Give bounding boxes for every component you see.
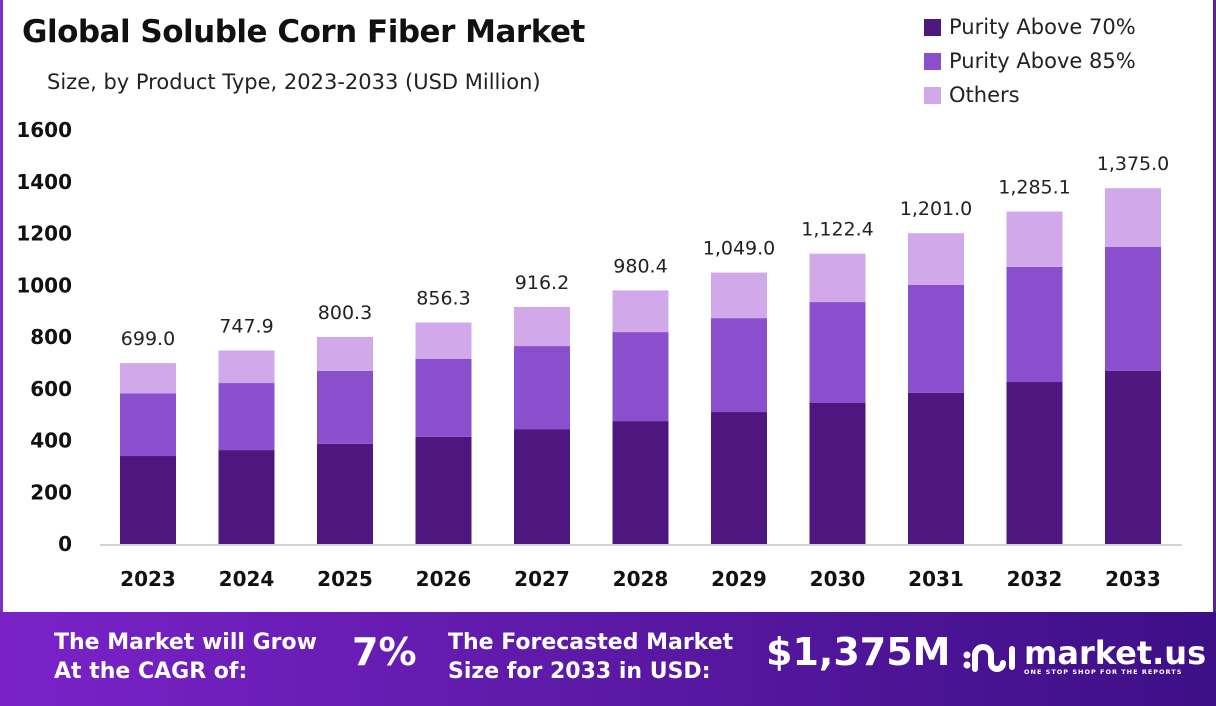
legend-swatch [924,52,941,70]
bar-segment-purity-above-85 [218,383,275,451]
forecast-label-line1: The Forecasted Market [448,630,734,655]
y-tick-label: 800 [30,325,72,349]
bar-segment-purity-above-85 [908,284,964,393]
legend-label: Purity Above 70% [949,15,1136,39]
bar-segment-others [1105,188,1161,247]
forecast-label: The Forecasted Market Size for 2033 in U… [448,628,733,686]
bar-segment-purity-above-70 [612,421,669,544]
y-tick-label: 600 [30,377,72,401]
data-label-total: 1,122.4 [801,219,874,241]
x-tick-label: 2025 [317,567,373,591]
legend-label: Others [949,83,1020,107]
bar-segment-others [317,337,373,371]
cagr-label: The Market will Grow At the CAGR of: [54,628,317,686]
legend-item-purity-70: Purity Above 70% [924,10,1136,44]
x-tick-label: 2032 [1007,567,1063,591]
bar-segment-purity-above-85 [1105,246,1161,371]
x-tick-label: 2026 [416,567,472,591]
x-tick-label: 2023 [120,567,176,591]
chart-subtitle: Size, by Product Type, 2023-2033 (USD Mi… [47,70,541,94]
bar-segment-others [612,290,669,333]
bar-segment-purity-above-70 [908,392,964,544]
bar-segment-purity-above-70 [317,443,373,544]
cagr-value: 7% [352,630,417,674]
data-label-total: 1,375.0 [1097,153,1170,175]
cagr-label-line2: At the CAGR of: [54,659,248,684]
x-tick-label: 2029 [711,567,767,591]
data-label-total: 1,201.0 [900,198,973,220]
cagr-label-line1: The Market will Grow [54,630,317,655]
legend: Purity Above 70% Purity Above 85% Others [924,10,1136,112]
legend-label: Purity Above 85% [949,49,1136,73]
y-tick-label: 1200 [16,222,72,246]
logo-name: market.us [1024,634,1207,672]
bar-segment-others [809,253,866,303]
bar-segment-purity-above-85 [612,332,669,422]
x-tick-label: 2028 [613,567,669,591]
data-label-total: 856.3 [416,288,470,310]
bar-segment-purity-above-70 [1006,382,1063,544]
bar-segment-purity-above-70 [415,436,472,544]
chart-plot: 0 200 400 600 800 1000 1200 1400 1600 699.0 2023 74… [16,118,1182,591]
y-tick-label: 1400 [16,170,72,194]
data-label-total: 747.9 [219,315,273,337]
forecast-label-line2: Size for 2033 in USD: [448,659,711,684]
data-label-total: 800.3 [318,302,372,324]
bar-segment-purity-above-70 [514,429,570,544]
footer-banner: The Market will Grow At the CAGR of: 7% … [0,612,1216,706]
bar-segment-purity-above-85 [120,393,176,457]
legend-swatch [924,86,941,104]
legend-item-purity-85: Purity Above 85% [924,44,1136,78]
y-tick-label: 1000 [16,273,72,297]
bar-segment-others [711,272,767,319]
y-tick-label: 200 [30,480,72,504]
market-us-logo: market.us ONE STOP SHOP FOR THE REPORTS [962,634,1207,676]
y-tick-label: 1600 [16,118,72,142]
x-tick-label: 2027 [514,567,570,591]
logo-mark-icon [963,644,1015,672]
data-label-total: 980.4 [613,255,667,277]
bar-segment-others [415,322,472,359]
bar-segment-purity-above-85 [514,346,570,430]
bar-segment-others [1006,211,1063,267]
data-label-total: 699.0 [121,328,175,350]
bar-segment-purity-above-85 [1006,266,1063,383]
bar-segment-purity-above-70 [218,450,275,544]
bar-segment-purity-above-85 [711,318,767,413]
legend-swatch [924,18,941,36]
bar-segment-others [120,363,176,394]
chart-title: Global Soluble Corn Fiber Market [22,14,585,50]
y-tick-label: 400 [30,429,72,453]
bar-segment-purity-above-70 [711,412,767,544]
bar-segment-purity-above-70 [1105,370,1161,544]
x-tick-label: 2033 [1105,567,1161,591]
x-tick-label: 2024 [219,567,275,591]
x-tick-label: 2031 [908,567,964,591]
x-tick-label: 2030 [810,567,866,591]
y-tick-label: 0 [58,532,72,556]
forecast-value: $1,375M [766,630,951,674]
data-label-total: 916.2 [515,272,569,294]
logo-tagline: ONE STOP SHOP FOR THE REPORTS [1024,668,1183,676]
bar-segment-purity-above-85 [809,302,866,403]
bar-segment-purity-above-85 [317,370,373,444]
data-label-total: 1,049.0 [703,238,776,260]
bar-segment-others [908,233,964,285]
bar-segment-others [514,306,570,347]
bar-segment-purity-above-85 [415,358,472,437]
bar-segment-purity-above-70 [809,402,866,544]
frame-left-border [0,0,3,612]
frame-right-border [1213,0,1216,612]
bar-segment-others [218,350,275,384]
bar-segment-purity-above-70 [120,456,176,544]
data-label-total: 1,285.1 [998,177,1071,199]
legend-item-others: Others [924,78,1136,112]
